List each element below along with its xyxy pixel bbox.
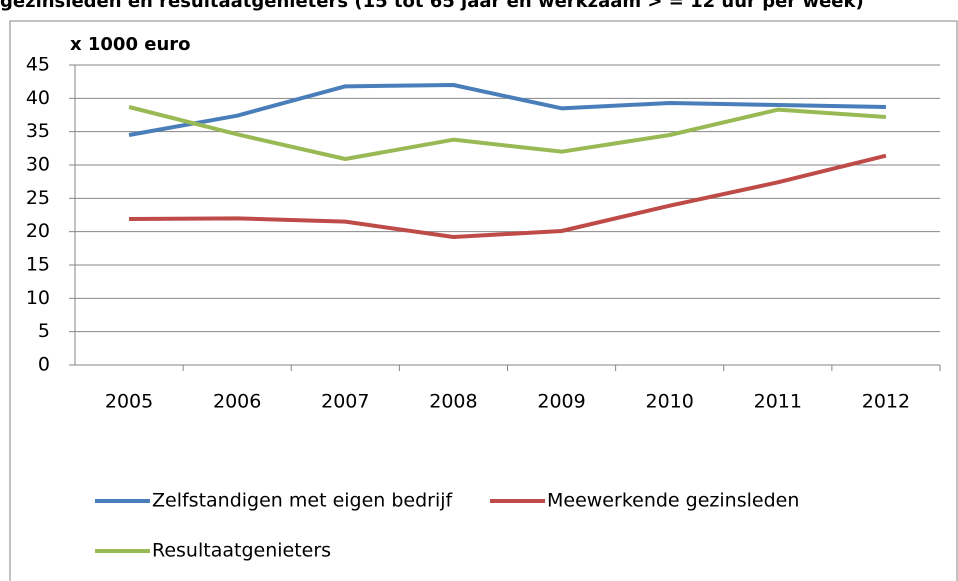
y-tick-label: 40 bbox=[26, 87, 50, 109]
line-series bbox=[128, 105, 887, 161]
line-series bbox=[128, 83, 886, 137]
x-tick-label: 2006 bbox=[213, 391, 261, 413]
x-tick-label: 2009 bbox=[537, 391, 585, 413]
x-tick-label: 2008 bbox=[429, 391, 477, 413]
y-tick-label: 5 bbox=[38, 320, 50, 342]
y-tick-label: 35 bbox=[26, 120, 50, 142]
line-series bbox=[129, 153, 887, 239]
y-tick-label: 10 bbox=[26, 287, 50, 309]
chart-frame bbox=[9, 20, 958, 581]
y-tick-label: 20 bbox=[26, 220, 50, 242]
x-tick-label: 2010 bbox=[646, 391, 694, 413]
legend-label: Meewerkende gezinsleden bbox=[547, 490, 799, 512]
x-tick-label: 2012 bbox=[862, 391, 910, 413]
y-axis-label: x 1000 euro bbox=[70, 34, 191, 55]
x-tick-label: 2007 bbox=[321, 391, 369, 413]
y-tick-label: 15 bbox=[26, 254, 50, 276]
x-tick-label: 2011 bbox=[754, 391, 802, 413]
x-tick-label: 2005 bbox=[105, 391, 153, 413]
y-tick-label: 0 bbox=[38, 354, 50, 376]
legend-label: Resultaatgenieters bbox=[152, 540, 331, 562]
legend-label: Zelfstandigen met eigen bedrijf bbox=[152, 490, 454, 512]
chart-title: gezinsleden en resultaatgenieters (15 to… bbox=[0, 0, 864, 12]
y-tick-label: 25 bbox=[26, 187, 50, 209]
y-tick-label: 45 bbox=[26, 54, 50, 76]
y-tick-label: 30 bbox=[26, 154, 50, 176]
